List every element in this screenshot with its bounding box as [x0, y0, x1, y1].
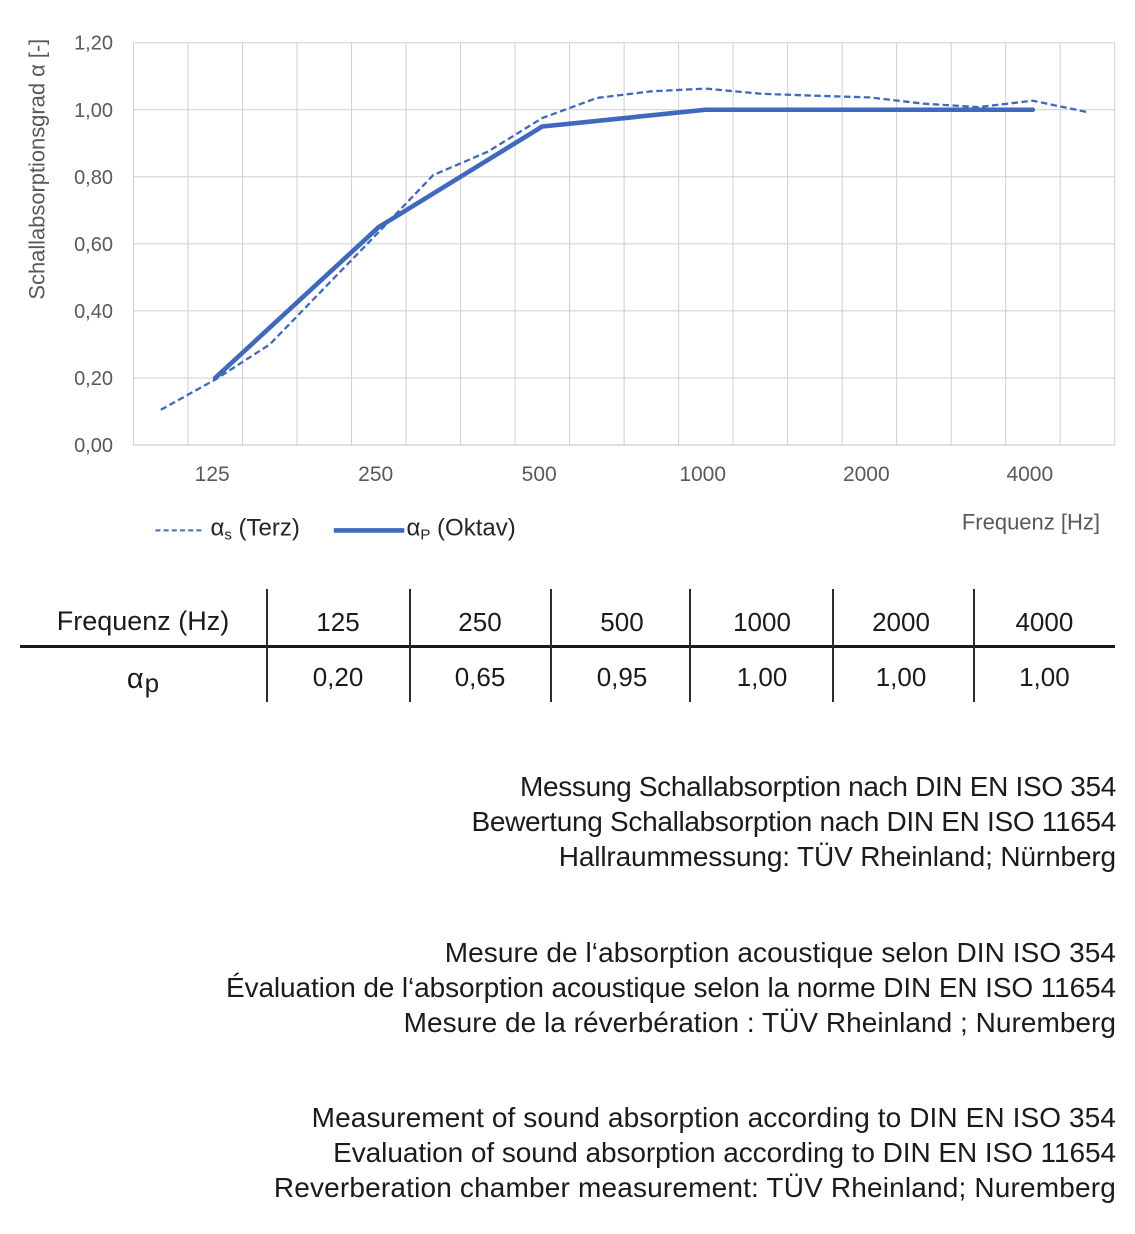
- svg-text:1000: 1000: [679, 463, 726, 486]
- svg-text:0,80: 0,80: [74, 167, 113, 189]
- svg-text:2000: 2000: [843, 463, 890, 486]
- svg-text:0,60: 0,60: [74, 234, 113, 256]
- svg-text:4000: 4000: [1006, 463, 1053, 486]
- svg-text:αs (Terz): αs (Terz): [211, 515, 300, 544]
- svg-text:0,00: 0,00: [74, 435, 113, 457]
- svg-text:1,20: 1,20: [74, 33, 113, 55]
- svg-text:1,00: 1,00: [74, 100, 113, 122]
- svg-text:0,20: 0,20: [74, 368, 113, 390]
- svg-text:αP (Oktav): αP (Oktav): [407, 515, 516, 544]
- svg-text:Frequenz [Hz]: Frequenz [Hz]: [962, 510, 1100, 535]
- svg-text:125: 125: [195, 463, 230, 486]
- svg-text:250: 250: [358, 463, 393, 486]
- svg-text:Schallabsorptionsgrad α [-]: Schallabsorptionsgrad α [-]: [25, 39, 50, 300]
- svg-text:500: 500: [522, 463, 557, 486]
- svg-text:0,40: 0,40: [74, 301, 113, 323]
